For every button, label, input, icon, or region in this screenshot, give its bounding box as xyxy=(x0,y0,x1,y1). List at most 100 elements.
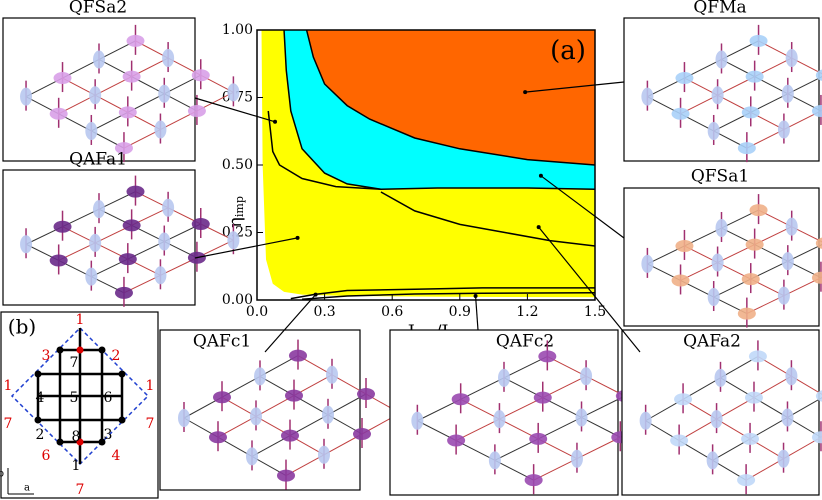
spin xyxy=(158,232,171,251)
site xyxy=(118,370,126,378)
spin xyxy=(250,407,262,426)
inset-label: QAFc2 xyxy=(496,332,554,352)
y-tick-label: 0.50 xyxy=(222,157,253,173)
site xyxy=(76,346,84,354)
spin xyxy=(318,445,330,464)
spin xyxy=(777,286,790,305)
spin xyxy=(289,349,307,362)
spin xyxy=(49,254,68,267)
spin xyxy=(741,106,760,119)
spin xyxy=(745,238,764,251)
spin xyxy=(811,431,822,444)
spin xyxy=(674,393,693,406)
phase-boundary xyxy=(267,110,381,191)
site-label: 1 xyxy=(4,378,13,394)
leader-line xyxy=(194,237,298,259)
spin xyxy=(281,429,299,442)
spin xyxy=(451,393,470,406)
spin xyxy=(641,254,654,273)
spin xyxy=(498,368,510,387)
spin xyxy=(777,449,790,468)
state-point xyxy=(538,173,543,178)
spin xyxy=(122,70,141,83)
spin xyxy=(246,447,258,466)
spin xyxy=(529,432,548,445)
spin xyxy=(575,408,588,427)
spin xyxy=(20,235,33,254)
site xyxy=(56,346,64,354)
spin xyxy=(277,469,295,482)
site-label: 3 xyxy=(104,427,113,443)
y-tick-label: 1.00 xyxy=(222,22,253,38)
site xyxy=(34,370,42,378)
phase-boundary xyxy=(302,291,596,300)
spin xyxy=(777,120,790,139)
spin xyxy=(745,70,764,83)
spin xyxy=(322,405,334,424)
site-label: 7 xyxy=(146,416,155,432)
spin xyxy=(285,389,303,402)
spin xyxy=(737,142,756,155)
spin xyxy=(711,86,724,105)
spin xyxy=(353,428,371,440)
state-point xyxy=(273,119,278,124)
spin xyxy=(114,142,133,155)
inset-label: QFMa xyxy=(693,0,746,18)
spin xyxy=(781,252,794,271)
spin xyxy=(811,271,822,284)
spin xyxy=(707,288,720,307)
spin xyxy=(675,72,694,85)
spin xyxy=(781,84,794,103)
spin xyxy=(93,50,105,69)
leader-line xyxy=(525,81,625,93)
spin xyxy=(89,233,102,252)
spin xyxy=(154,120,167,139)
leader-line xyxy=(264,294,317,353)
spin xyxy=(524,474,543,487)
site xyxy=(98,346,106,354)
spin xyxy=(670,434,689,447)
spin xyxy=(748,350,767,363)
axis-label: a xyxy=(24,483,30,494)
phase-boundary xyxy=(290,287,595,300)
spin xyxy=(213,391,231,404)
y-axis-label: ηimp xyxy=(225,196,246,228)
spin xyxy=(785,217,798,236)
spin xyxy=(118,106,137,119)
spin xyxy=(227,231,240,250)
site-label: 6 xyxy=(104,390,113,406)
leader-line xyxy=(474,295,479,331)
phase-boundary xyxy=(305,29,596,166)
spin xyxy=(744,391,763,404)
spin xyxy=(162,49,175,68)
spin xyxy=(639,411,652,430)
x-tick-label: 0.6 xyxy=(381,304,403,320)
inset-label: (b) xyxy=(8,315,36,339)
y-tick-label: 0.00 xyxy=(222,292,253,308)
site-label: 5 xyxy=(70,390,79,406)
inset-label: QAFa1 xyxy=(69,150,127,170)
site-label: 1 xyxy=(76,312,85,328)
inset-label: QAFc1 xyxy=(193,332,251,352)
spin xyxy=(178,409,190,427)
spin xyxy=(706,451,719,470)
site xyxy=(56,438,64,446)
spin xyxy=(227,83,240,102)
label-part: η xyxy=(225,217,246,228)
x-tick-label: 1.2 xyxy=(516,304,538,320)
spin xyxy=(158,84,171,103)
spin xyxy=(118,253,137,266)
spin xyxy=(580,367,593,386)
spin xyxy=(785,49,798,68)
spin xyxy=(710,410,723,429)
x-tick-label: 1.5 xyxy=(584,304,606,320)
site-label: 7 xyxy=(76,482,85,498)
phase-boundary xyxy=(380,191,596,247)
spin xyxy=(715,50,728,69)
spin xyxy=(85,267,98,286)
leader-line xyxy=(538,226,641,353)
spin xyxy=(675,239,694,252)
spin xyxy=(126,34,145,47)
state-point xyxy=(473,293,478,298)
